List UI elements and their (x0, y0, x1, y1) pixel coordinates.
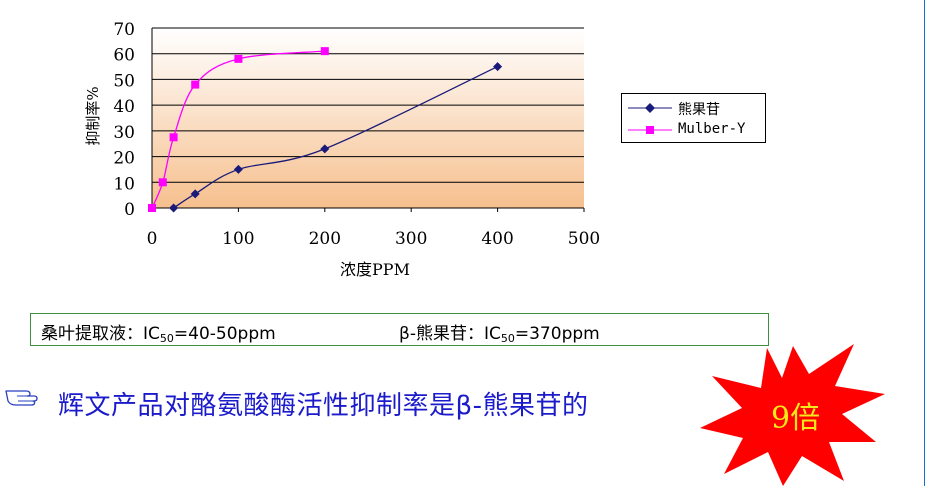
y-tick-label: 10 (113, 174, 135, 194)
x-tick-label: 500 (568, 229, 600, 249)
mulberry-ic50-text: 桑叶提取液：IC50=40-50ppm (41, 324, 276, 345)
x-tick-label: 0 (147, 229, 158, 249)
y-tick-label: 50 (113, 71, 135, 91)
y-tick-label: 70 (113, 20, 135, 40)
y-tick-label: 30 (113, 123, 135, 143)
x-tick-label: 300 (395, 229, 427, 249)
data-point-square (234, 54, 243, 63)
data-point-square (191, 80, 200, 89)
data-point-square (169, 133, 178, 142)
legend-item-arbutin: 熊果苷 (626, 98, 764, 118)
arbutin-ic50-text: β-熊果苷：IC50=370ppm (399, 324, 600, 345)
ic50-info-box: 桑叶提取液：IC50=40-50ppm β-熊果苷：IC50=370ppm (30, 313, 769, 346)
callout-label: 9倍 (771, 401, 821, 436)
x-tick-label: 200 (309, 229, 341, 249)
y-axis-title: 抑制率% (84, 86, 102, 145)
chart-legend: 熊果苷 Mulber-Y (621, 93, 766, 143)
data-point-square (148, 204, 156, 212)
x-axis-title: 浓度PPM (340, 260, 410, 279)
data-point-diamond (169, 203, 179, 213)
starburst-callout (700, 344, 885, 486)
data-point-diamond (493, 62, 503, 72)
data-point-square (320, 47, 329, 56)
series-line-0 (173, 65, 498, 209)
headline-text: 辉文产品对酪氨酸酶活性抑制率是β-熊果苷的 (58, 391, 589, 421)
pointing-hand-icon (5, 390, 38, 406)
y-tick-label: 0 (124, 200, 135, 220)
data-point-diamond (320, 144, 330, 154)
slide-edge-line (924, 0, 925, 486)
data-point-diamond (190, 189, 200, 199)
legend-marker-arbutin (628, 103, 672, 113)
plot-area (152, 28, 584, 208)
legend-label-mulber: Mulber-Y (678, 121, 746, 137)
x-tick-label: 100 (222, 229, 254, 249)
data-point-diamond (233, 164, 243, 174)
x-tick-label: 400 (481, 229, 513, 249)
y-tick-label: 40 (113, 97, 135, 117)
legend-label-arbutin: 熊果苷 (678, 102, 720, 118)
data-point-square (158, 178, 167, 187)
legend-item-mulber: Mulber-Y (626, 120, 764, 140)
inhibition-chart: 0 10 20 30 40 50 60 70 0 100 200 300 400 500 浓度PPM 抑… (84, 20, 600, 279)
y-tick-label: 60 (113, 46, 135, 66)
legend-marker-mulber (628, 126, 672, 134)
y-tick-label: 20 (113, 149, 135, 169)
